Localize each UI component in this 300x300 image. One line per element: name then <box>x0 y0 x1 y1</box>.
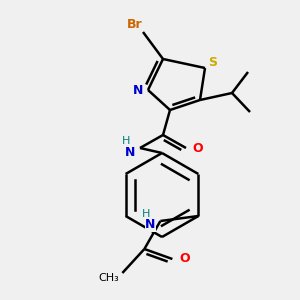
Text: H: H <box>142 209 151 219</box>
Text: O: O <box>193 142 203 154</box>
Text: H: H <box>122 136 130 146</box>
Text: CH₃: CH₃ <box>98 273 119 283</box>
Text: O: O <box>179 253 190 266</box>
Text: N: N <box>125 146 135 158</box>
Text: N: N <box>145 218 156 232</box>
Text: Br: Br <box>127 19 143 32</box>
Text: S: S <box>208 56 217 70</box>
Text: N: N <box>133 83 143 97</box>
